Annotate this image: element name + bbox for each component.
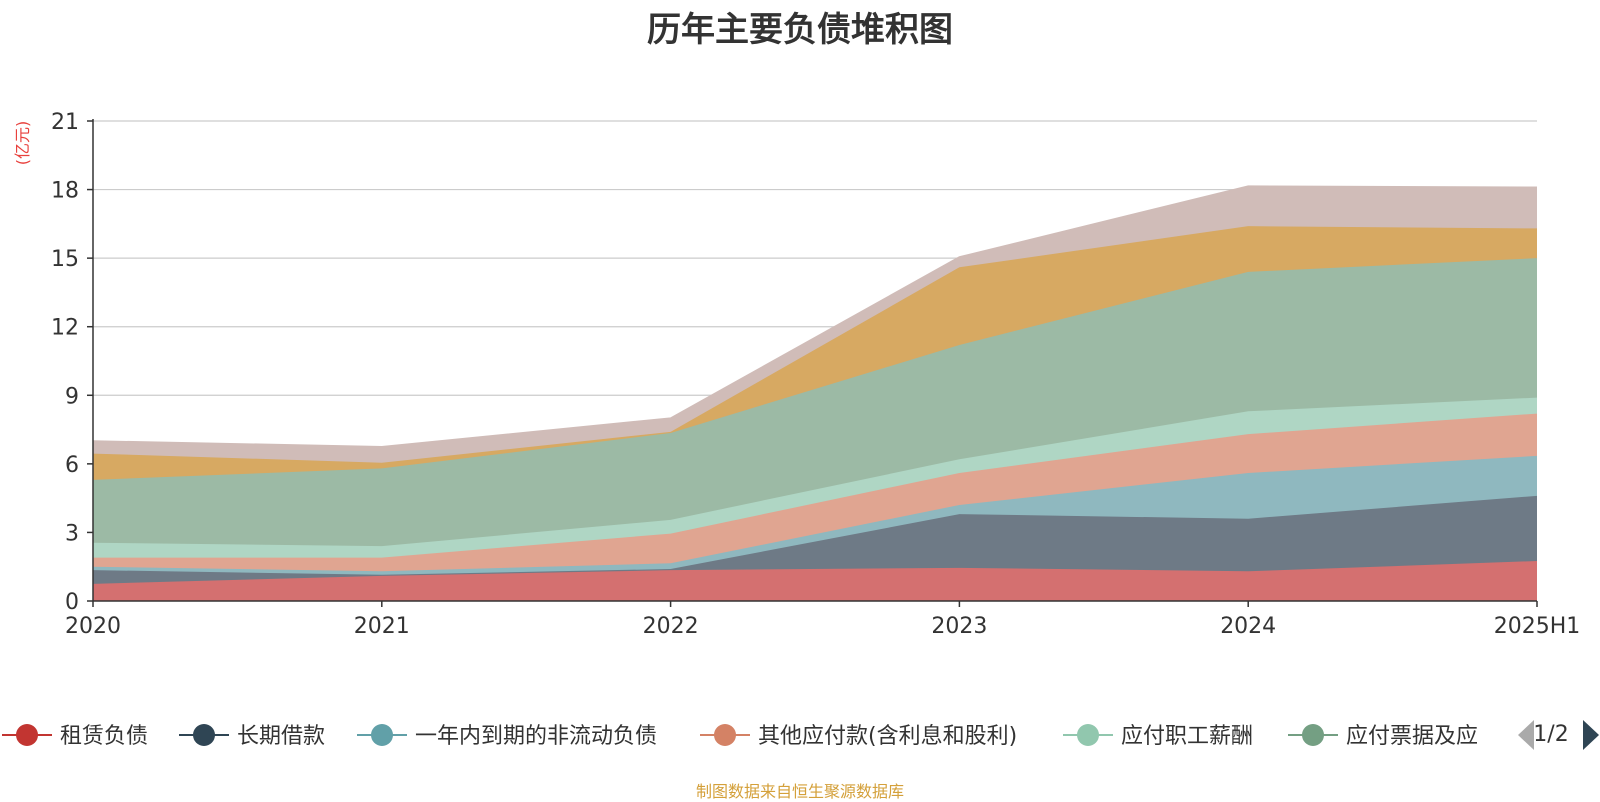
area-series-4 [93, 397, 1537, 558]
y-tick-label: 12 [51, 316, 79, 341]
x-tick-label: 2023 [931, 614, 987, 639]
area-series-7 [93, 186, 1537, 463]
legend-marker-icon [193, 724, 215, 746]
y-tick-label: 0 [65, 590, 79, 615]
legend-marker-icon [16, 724, 38, 746]
legend-label: 应付职工薪酬 [1121, 724, 1253, 749]
legend-page-indicator: 1/2 [1533, 722, 1568, 747]
legend-item[interactable]: 应付票据及应付账款 [1288, 724, 1544, 749]
legend: 租赁负债 长期借款 一年内到期的非流动负债 其他应付款(含利息和股利) 应付职工薪酬 应付… [2, 724, 1544, 749]
legend-item[interactable]: 一年内到期的非流动负债 [357, 724, 657, 749]
y-tick-label: 18 [51, 179, 79, 204]
legend-item[interactable]: 其他应付款(含利息和股利) [700, 724, 1017, 749]
source-note: 制图数据来自恒生聚源数据库 [695, 782, 904, 801]
area-series-4-edge [92, 396, 1538, 547]
legend-next-arrow-icon[interactable] [1583, 720, 1599, 750]
area-series-5 [93, 258, 1537, 547]
axes: 0 3 6 9 12 15 18 21 2020 2021 2022 2023 2024 2025H1 [51, 110, 1580, 639]
x-tick-label: 2022 [643, 614, 699, 639]
legend-label: 应付票据及应付账款 [1346, 724, 1544, 749]
area-series-6 [93, 226, 1537, 480]
area-series-7-edge [92, 185, 1538, 448]
legend-marker-icon [371, 724, 393, 746]
legend-marker-icon [1077, 724, 1099, 746]
legend-label: 长期借款 [237, 724, 325, 749]
legend-item[interactable]: 应付职工薪酬 [1063, 724, 1253, 749]
legend-pager: 1/2 [1518, 720, 1599, 750]
legend-item[interactable]: 长期借款 [179, 724, 325, 749]
y-tick-label: 6 [65, 453, 79, 478]
x-tick-label: 2020 [65, 614, 121, 639]
area-series-2 [93, 455, 1537, 575]
y-tick-label: 21 [51, 110, 79, 135]
legend-label: 一年内到期的非流动负债 [415, 724, 657, 749]
x-tick-label: 2024 [1220, 614, 1276, 639]
legend-marker-icon [1302, 724, 1324, 746]
x-tick-label: 2021 [354, 614, 410, 639]
y-tick-label: 15 [51, 247, 79, 272]
legend-prev-arrow-icon[interactable] [1518, 720, 1534, 750]
y-tick-label: 3 [65, 521, 79, 546]
stacked-areas [92, 185, 1538, 601]
legend-item[interactable]: 租赁负债 [2, 724, 148, 749]
legend-label: 租赁负债 [60, 724, 148, 749]
chart-title: 历年主要负债堆积图 [647, 10, 953, 50]
y-tick-label: 9 [65, 384, 79, 409]
legend-label: 其他应付款(含利息和股利) [758, 724, 1017, 749]
y-axis-label: (亿元) [13, 121, 32, 166]
area-series-3 [93, 413, 1537, 572]
x-tick-label: 2025H1 [1494, 614, 1581, 639]
legend-marker-icon [714, 724, 736, 746]
